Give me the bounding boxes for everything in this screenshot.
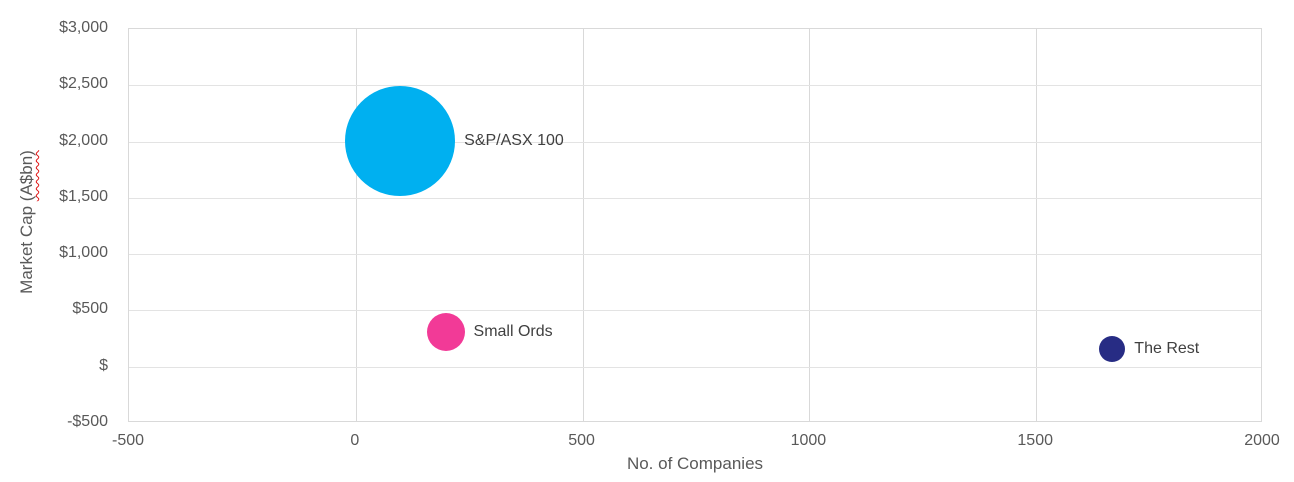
vertical-gridline bbox=[809, 29, 811, 421]
horizontal-gridline bbox=[129, 310, 1261, 312]
horizontal-gridline bbox=[129, 254, 1261, 256]
y-tick-label: -$500 bbox=[67, 413, 108, 430]
vertical-gridline bbox=[355, 29, 357, 421]
vertical-gridline bbox=[582, 29, 584, 421]
y-tick-label: $2,000 bbox=[59, 131, 108, 149]
y-tick-label: $3,000 bbox=[59, 19, 108, 36]
x-tick-label: 1000 bbox=[790, 432, 827, 449]
plot-area bbox=[128, 28, 1262, 422]
y-tick-label: $500 bbox=[72, 300, 108, 318]
bubble-the-rest bbox=[1099, 335, 1126, 362]
x-tick-label: 1500 bbox=[1017, 432, 1053, 449]
x-tick-label: -500 bbox=[111, 432, 145, 449]
y-tick-label: $2,500 bbox=[59, 75, 108, 93]
data-point-label: The Rest bbox=[1134, 339, 1200, 357]
bubble-s-p-asx-100 bbox=[345, 85, 456, 196]
data-point-label: Small Ords bbox=[473, 322, 553, 340]
y-tick-label: $1,000 bbox=[59, 244, 108, 262]
data-point-label: S&P/ASX 100 bbox=[464, 131, 564, 149]
y-tick-label: $ bbox=[99, 356, 108, 374]
y-axis-title: Market Cap(A$bn) bbox=[17, 150, 37, 294]
horizontal-gridline bbox=[129, 141, 1261, 143]
y-tick-label: $1,500 bbox=[59, 187, 108, 205]
bubble-small-ords bbox=[426, 312, 465, 351]
x-tick-label: 2000 bbox=[1244, 432, 1280, 449]
horizontal-gridline bbox=[129, 366, 1261, 368]
x-tick-label: 500 bbox=[568, 432, 595, 449]
x-tick-label: 0 bbox=[350, 432, 360, 449]
horizontal-gridline bbox=[129, 85, 1261, 87]
x-axis-title: No. of Companies bbox=[626, 454, 764, 473]
horizontal-gridline bbox=[129, 197, 1261, 199]
vertical-gridline bbox=[1036, 29, 1038, 421]
